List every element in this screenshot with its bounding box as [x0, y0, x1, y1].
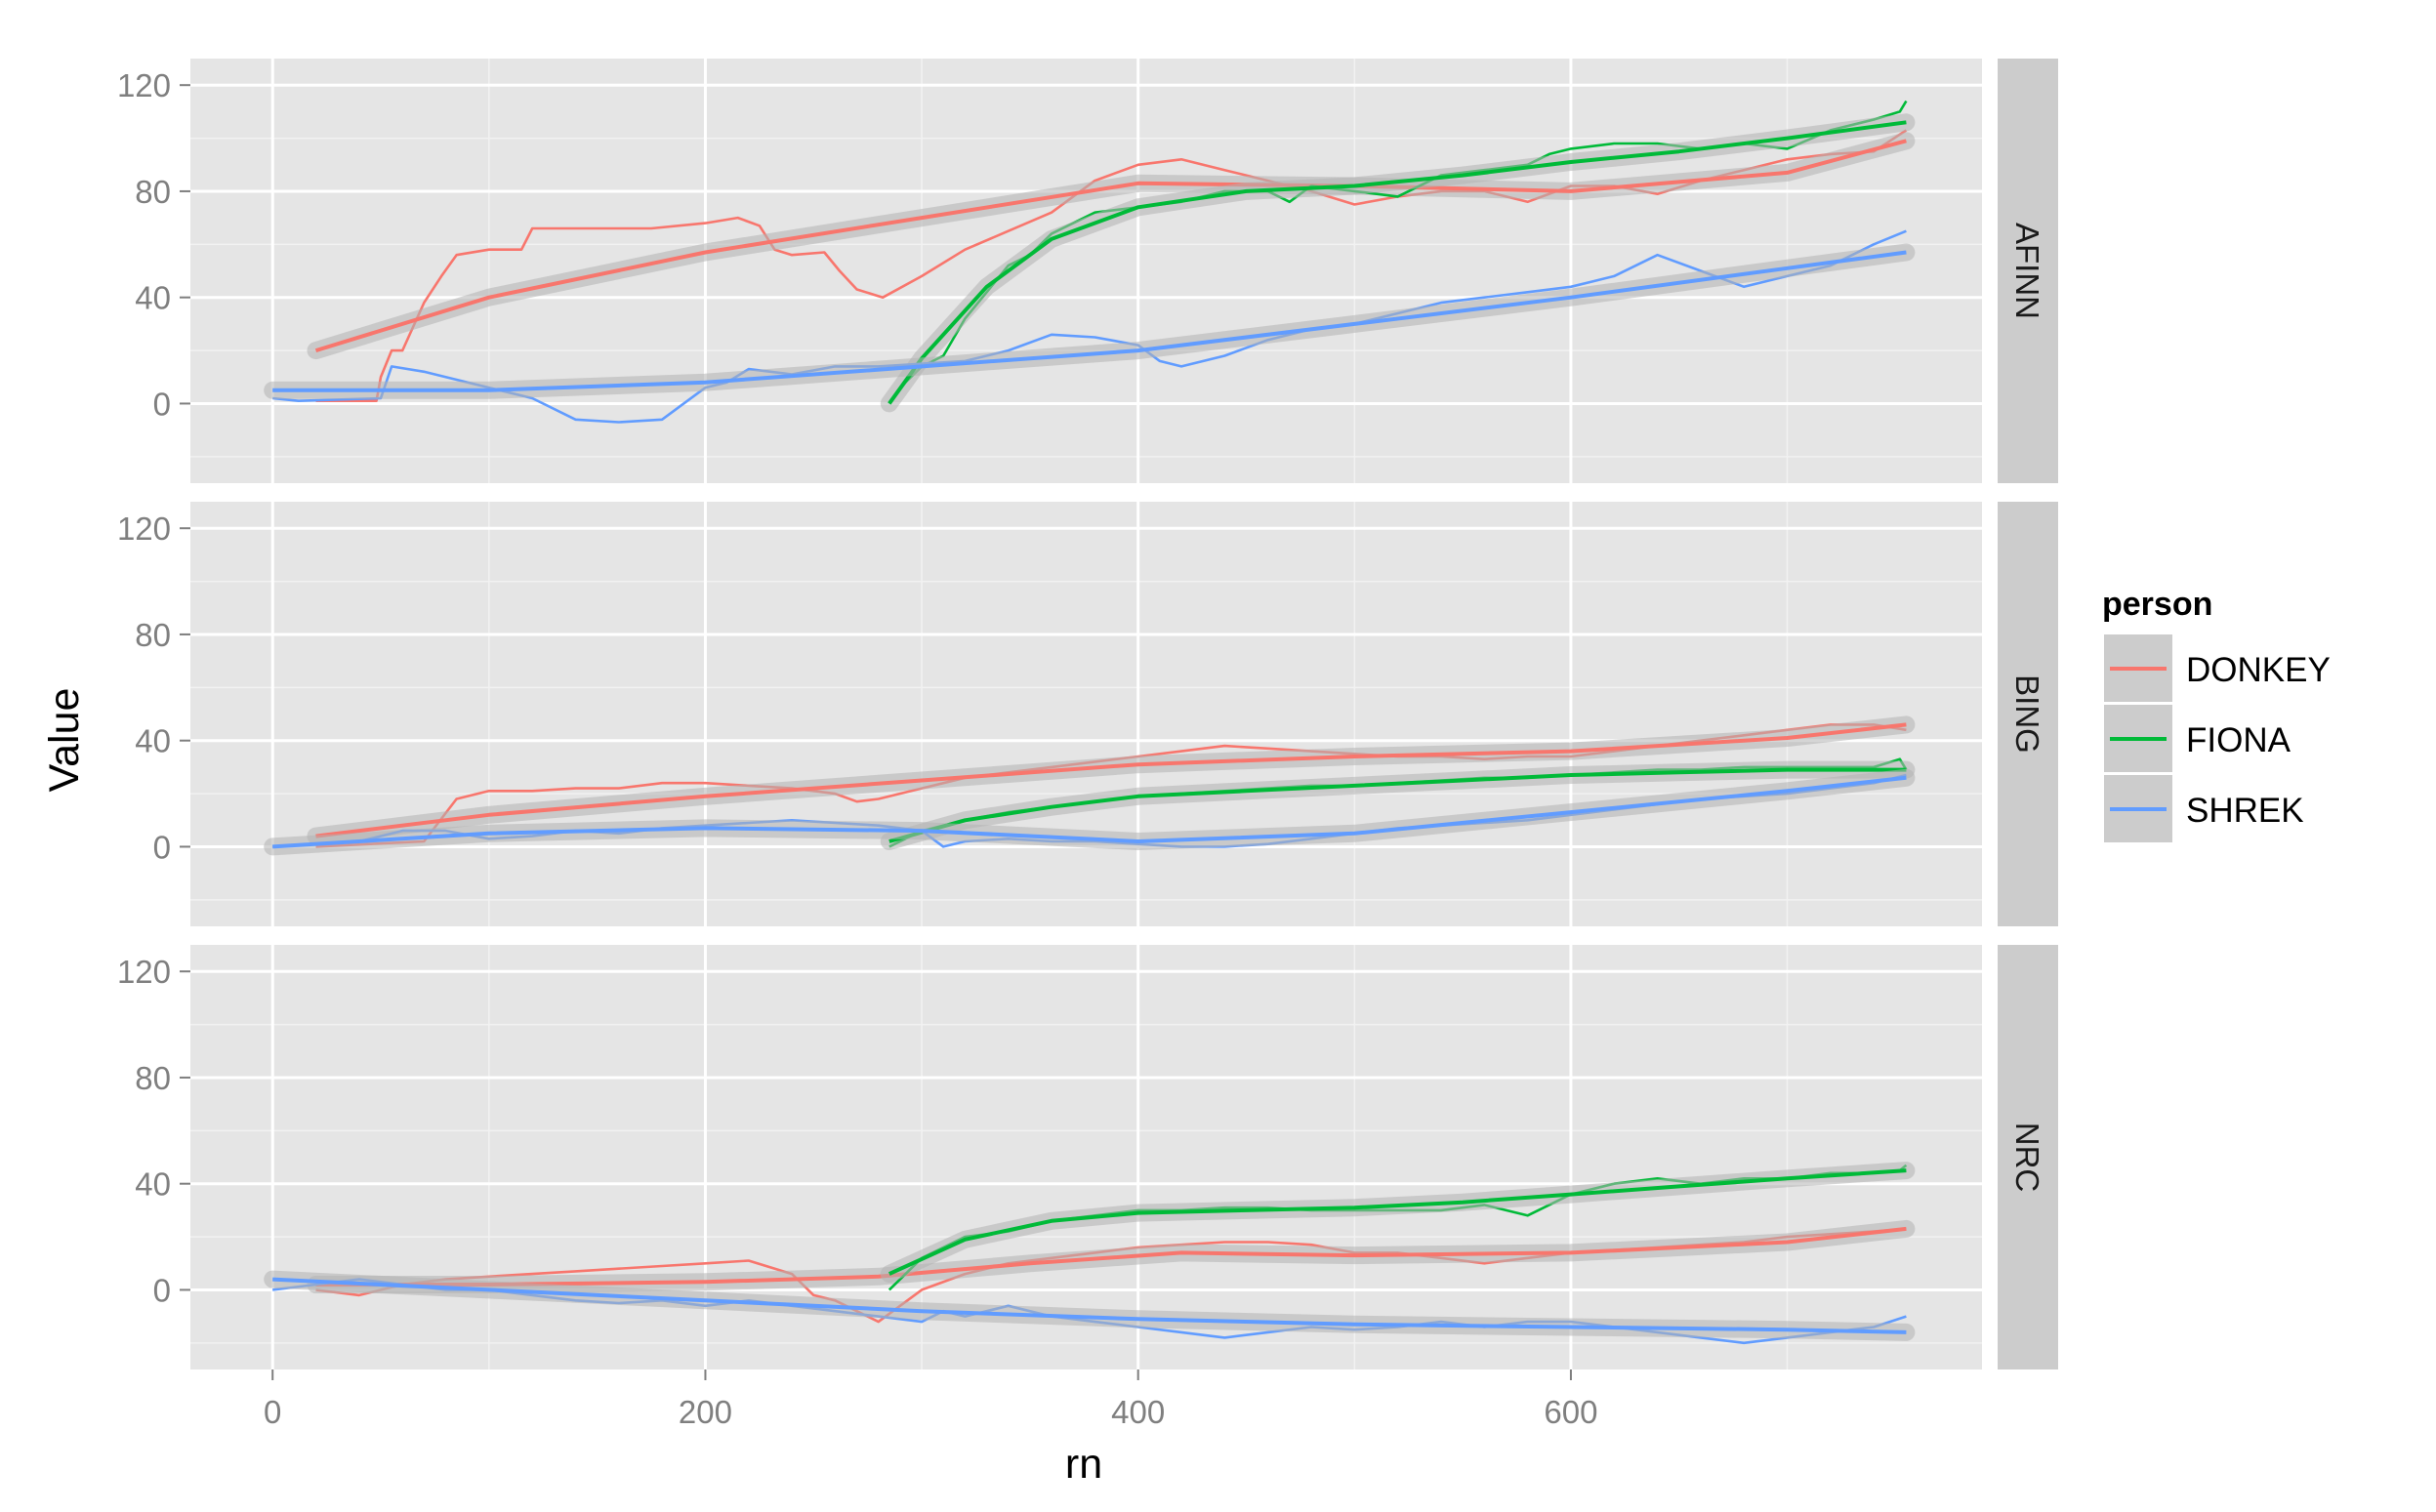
panel-nrc: NRC [190, 945, 2058, 1369]
y-tick-label: 80 [135, 617, 171, 653]
facet-strip-label: NRC [2009, 1123, 2045, 1193]
x-tick-label: 200 [679, 1394, 732, 1430]
facet-strip [1998, 945, 2058, 1369]
facet-strip [1998, 59, 2058, 483]
x-tick-label: 400 [1111, 1394, 1165, 1430]
x-tick-label: 600 [1544, 1394, 1597, 1430]
legend: person DONKEY FIONA SHREK [2102, 586, 2331, 842]
panel-bing: BING [190, 502, 2058, 926]
smooth-line-fiona [888, 767, 1907, 843]
legend-label-shrek: SHREK [2186, 792, 2304, 830]
smooth-line-fiona [888, 1168, 1907, 1276]
facet-strip [1998, 502, 2058, 926]
y-tick-label: 0 [153, 1272, 171, 1308]
y-tick-label: 40 [135, 280, 171, 316]
smooth-line-donkey [314, 139, 1907, 353]
legend-title: person [2102, 586, 2212, 623]
y-tick-label: 0 [153, 386, 171, 422]
facet-strip-label: AFINN [2009, 223, 2045, 319]
smooth-line-shrek [272, 1277, 1907, 1334]
smooth-line-donkey [315, 1226, 1907, 1287]
panel-afinn: AFINN [190, 59, 2058, 483]
y-axis-title: Value [41, 688, 88, 793]
y-tick-label: 80 [135, 174, 171, 210]
smooth-line-fiona [888, 120, 1907, 405]
smooth-line-donkey [315, 722, 1907, 838]
y-tick-label: 40 [135, 1166, 171, 1203]
panel-background [190, 945, 1982, 1369]
y-tick-label: 120 [117, 67, 171, 103]
x-tick-label: 0 [264, 1394, 281, 1430]
facet-strip-label: BING [2009, 674, 2045, 754]
y-tick-label: 120 [117, 954, 171, 990]
panels-layer: AFINN BING NRC [190, 59, 2058, 1369]
y-tick-label: 80 [135, 1060, 171, 1096]
smooth-line-shrek [272, 775, 1907, 849]
legend-label-donkey: DONKEY [2186, 651, 2331, 689]
x-axis-title: rn [1065, 1441, 1102, 1488]
smooth-line-shrek [272, 250, 1907, 392]
y-tick-label: 120 [117, 511, 171, 547]
y-tick-label: 40 [135, 723, 171, 759]
axes-layer: 0 200 400 600 0 40 80 120 0 40 80 120 0 40 80 120 [117, 67, 1598, 1430]
legend-label-fiona: FIONA [2186, 721, 2291, 759]
panel-background [190, 502, 1982, 926]
y-tick-label: 0 [153, 829, 171, 865]
series-line-shrek [272, 229, 1907, 424]
